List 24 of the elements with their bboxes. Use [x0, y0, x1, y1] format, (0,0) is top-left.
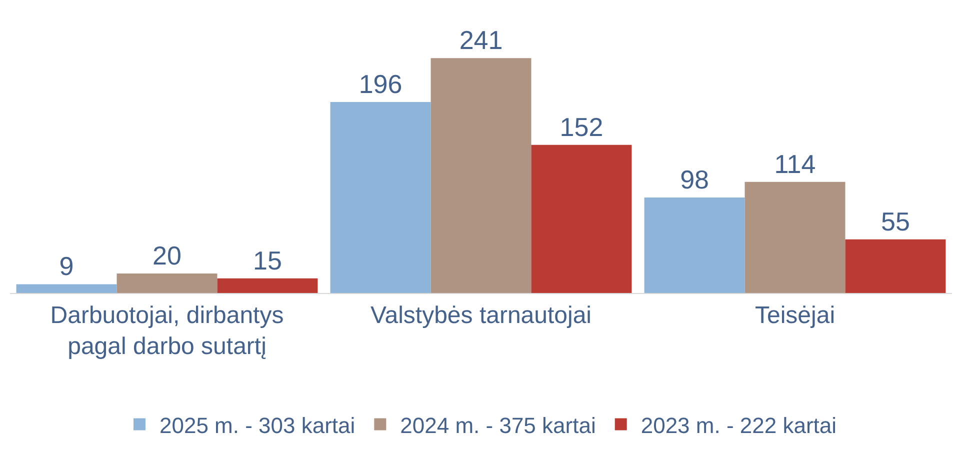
legend-label: 2025 m. - 303 kartai	[160, 412, 356, 438]
data-label: 98	[680, 164, 709, 195]
legend-label: 2023 m. - 222 kartai	[640, 412, 837, 438]
data-label: 114	[774, 148, 816, 179]
data-label: 15	[253, 245, 282, 276]
bar	[330, 102, 431, 293]
data-label: 55	[881, 206, 910, 236]
legend-label: 2024 m. - 375 kartai	[400, 412, 596, 438]
bar	[531, 144, 632, 293]
x-tick-label: Teisėjai	[754, 302, 836, 329]
data-label: 241	[459, 25, 503, 56]
bar	[845, 239, 946, 293]
data-label: 152	[560, 112, 604, 142]
data-label: 9	[59, 251, 74, 282]
x-tick-label: Valstybės tarnautojai	[370, 302, 592, 329]
bar	[217, 278, 318, 293]
data-label: 20	[152, 240, 182, 271]
x-tick-label: Darbuotojai, dirbantys pagal darbo sutartį	[50, 302, 284, 360]
bar	[16, 284, 117, 293]
bar	[430, 58, 532, 293]
data-label: 196	[358, 69, 402, 100]
bar	[116, 274, 218, 293]
bar	[644, 198, 745, 293]
bar	[744, 182, 846, 293]
